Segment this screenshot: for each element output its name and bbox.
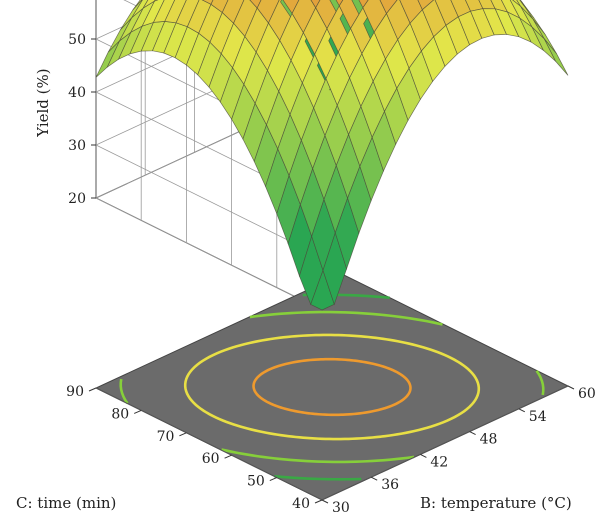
contour-line (249, 310, 443, 326)
surface-cell (153, 0, 159, 2)
x-tick-label: 48 (480, 432, 498, 448)
contour-line (252, 357, 412, 417)
axis-titles: Yield (%) B: temperature (°C) C: time (m… (16, 68, 572, 512)
x-tick-label: 36 (381, 477, 399, 493)
z-tick-label: 20 (68, 191, 86, 207)
x-tick-label: 54 (529, 409, 547, 425)
y-tick-mark (224, 454, 232, 459)
x-tick-label: 42 (430, 454, 448, 470)
surface-cell (201, 0, 214, 5)
surface-cell (210, 0, 229, 14)
z-tick-label: 50 (68, 32, 86, 48)
surface-cell (142, 0, 156, 9)
y-tick-mark (134, 409, 142, 414)
z-tick-label: 30 (68, 138, 86, 154)
floor-polygon (94, 273, 570, 501)
contour-line (183, 333, 481, 441)
x-tick-mark (420, 453, 427, 458)
contour-line (535, 370, 545, 396)
x-tick-mark (469, 431, 476, 436)
x-tick-label: 30 (332, 500, 350, 516)
axis-ticks: 20304050607080303642485460405060708090 (66, 32, 596, 516)
surface-cell (249, 0, 262, 9)
x-tick-label: 60 (578, 386, 596, 402)
x-tick-mark (370, 476, 378, 481)
y-tick-mark (314, 499, 323, 504)
y-tick-mark (179, 432, 187, 437)
x-tick-mark (567, 385, 575, 390)
x-axis-title: B: temperature (°C) (420, 494, 572, 512)
y-tick-label: 70 (157, 429, 175, 445)
contour-line (119, 378, 129, 404)
x-tick-mark (321, 499, 329, 504)
contour-line (221, 448, 415, 464)
y-tick-label: 80 (111, 406, 129, 422)
surface-cell (335, 0, 344, 7)
y-tick-label: 40 (292, 496, 310, 512)
surface-cell (132, 0, 143, 11)
y-tick-label: 60 (202, 451, 220, 467)
surface-cell (131, 0, 149, 18)
z-tick-label: 40 (68, 85, 86, 101)
y-tick-label: 50 (247, 474, 265, 490)
y-axis-title: C: time (min) (16, 494, 116, 512)
surface-cell (282, 0, 300, 15)
contour-line (274, 474, 362, 481)
surface-cell (544, 38, 569, 76)
floor-plane (94, 273, 570, 501)
z-axis-title: Yield (%) (34, 68, 52, 137)
y-tick-mark (88, 387, 97, 392)
y-tick-label: 90 (66, 384, 84, 400)
y-tick-mark (269, 477, 277, 482)
x-tick-mark (518, 408, 526, 413)
surface-cell (310, 0, 321, 9)
surface-cell (358, 0, 369, 9)
response-surface (95, 0, 569, 311)
